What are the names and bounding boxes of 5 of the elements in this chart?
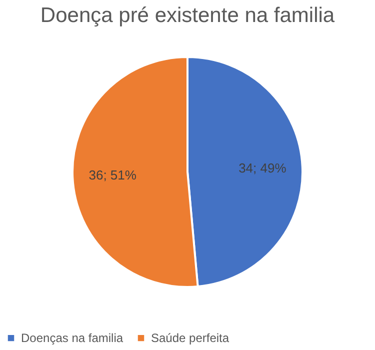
data-label: 34; 49% [238,160,287,176]
data-label: 36; 51% [88,167,137,182]
legend-label: Doenças na familia [21,331,124,346]
legend-label: Saúde perfeita [151,331,230,346]
chart-title: Doença pré existente na familia [40,4,335,27]
